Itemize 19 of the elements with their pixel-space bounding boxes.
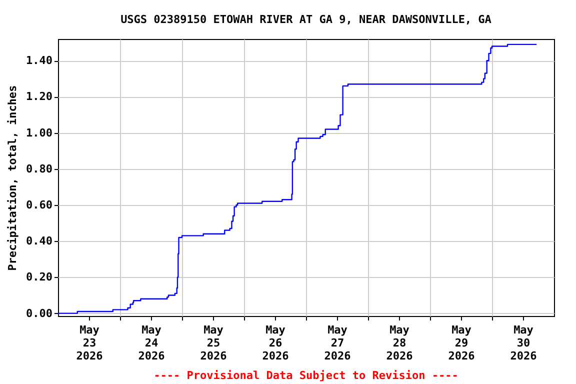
y-tick-label: 1.20 bbox=[26, 90, 52, 104]
y-axis-title: Precipitation, total, inches bbox=[6, 85, 20, 271]
x-tick-label: May 24 2026 bbox=[138, 324, 166, 362]
y-tick-label: 0.40 bbox=[26, 234, 52, 248]
chart-title: USGS 02389150 ETOWAH RIVER AT GA 9, NEAR DAWSONVILLE, GA bbox=[120, 13, 492, 26]
x-tick-label: May 27 2026 bbox=[324, 324, 352, 362]
y-tick-label: 0.80 bbox=[26, 162, 52, 176]
y-tick-label: 1.00 bbox=[26, 126, 52, 140]
y-tick-label: 0.00 bbox=[26, 306, 52, 320]
y-tick-label: 1.40 bbox=[26, 54, 52, 68]
y-tick-label: 0.60 bbox=[26, 198, 52, 212]
y-tick-label: 0.20 bbox=[26, 270, 52, 284]
x-tick-label: May 29 2026 bbox=[448, 324, 476, 362]
x-tick-label: May 26 2026 bbox=[262, 324, 290, 362]
text: ---- Provisional Data Subject to Revision ---- bbox=[154, 369, 458, 382]
x-tick-label: May 28 2026 bbox=[386, 324, 414, 362]
x-tick-label: May 23 2026 bbox=[76, 324, 104, 362]
x-tick-label: May 30 2026 bbox=[510, 324, 538, 362]
x-tick-label: May 25 2026 bbox=[200, 324, 228, 362]
